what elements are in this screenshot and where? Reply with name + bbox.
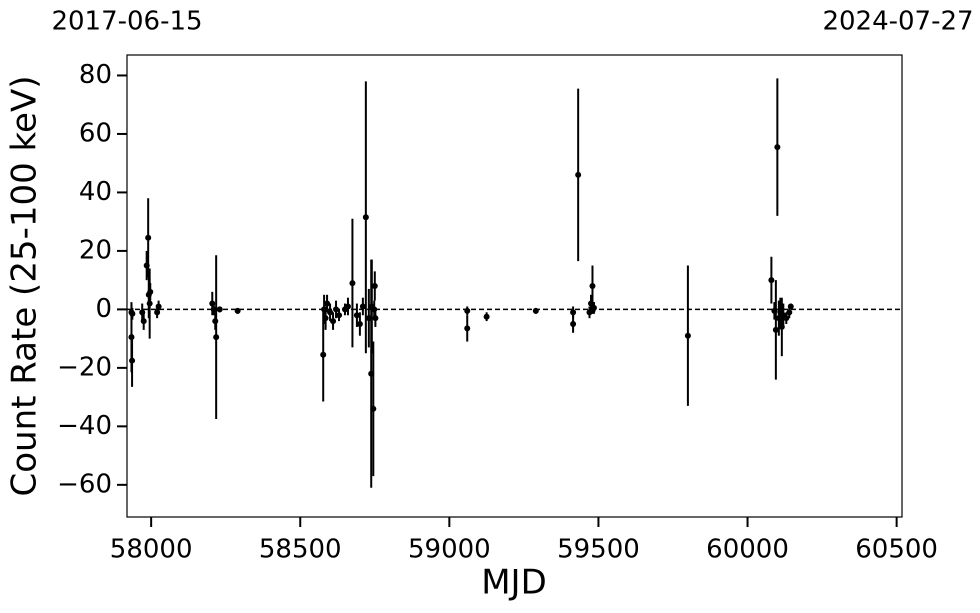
data-point: [155, 303, 162, 310]
y-tick-label: 40: [79, 177, 112, 207]
y-tick-label: 60: [79, 118, 112, 148]
y-tick-label: −20: [57, 352, 112, 382]
data-point: [786, 309, 793, 316]
data-point: [371, 283, 378, 289]
data-point: [349, 280, 356, 287]
data-point: [771, 307, 778, 314]
data-point: [589, 283, 596, 289]
data-point: [359, 303, 366, 310]
x-tick-label: 59000: [408, 535, 491, 565]
data-point: [783, 315, 790, 322]
x-tick-label: 58000: [110, 535, 193, 565]
x-tick-label: 60000: [706, 535, 789, 565]
data-point: [570, 309, 577, 316]
data-point: [464, 325, 471, 332]
data-point: [139, 309, 146, 316]
data-point: [372, 315, 379, 322]
data-point: [684, 332, 691, 339]
data-point: [333, 306, 340, 313]
top-date-label: 2024-07-27: [822, 7, 973, 37]
data-point: [570, 321, 577, 328]
data-point: [336, 312, 343, 319]
data-point: [322, 315, 329, 322]
data-point: [344, 303, 351, 310]
data-point: [787, 303, 794, 310]
y-tick-label: −60: [57, 469, 112, 499]
y-tick-label: 80: [79, 60, 112, 90]
plot-frame: [126, 54, 903, 518]
y-tick-label: −40: [57, 411, 112, 441]
data-point: [128, 334, 135, 341]
data-point: [330, 318, 337, 325]
data-point: [154, 309, 161, 316]
data-point: [147, 288, 154, 295]
data-point: [234, 307, 241, 314]
data-point: [370, 405, 377, 412]
data-point: [209, 300, 216, 307]
data-point: [362, 214, 369, 221]
data-point: [143, 262, 150, 269]
data-point: [768, 277, 775, 284]
data-point: [772, 326, 779, 333]
data-point: [532, 307, 539, 314]
data-point: [146, 300, 153, 307]
data-point: [129, 357, 136, 364]
data-point: [216, 306, 223, 313]
data-point: [368, 370, 375, 377]
data-point: [587, 300, 594, 307]
x-tick-label: 58500: [259, 535, 342, 565]
data-point: [212, 318, 219, 325]
data-point: [321, 306, 328, 313]
data-point: [575, 171, 582, 178]
data-point: [213, 334, 220, 341]
data-point: [368, 303, 375, 310]
x-tick-label: 59500: [557, 535, 640, 565]
data-point: [356, 321, 363, 328]
data-point: [327, 309, 334, 316]
y-tick-label: 20: [79, 235, 112, 265]
y-tick-label: 0: [95, 294, 112, 324]
data-point: [320, 351, 327, 358]
data-point: [353, 312, 360, 319]
data-point: [210, 306, 217, 313]
x-axis-label: MJD: [481, 563, 547, 603]
data-point: [129, 310, 136, 317]
top-date-label: 2017-06-15: [51, 7, 202, 37]
data-point: [140, 318, 147, 325]
data-point: [483, 313, 490, 320]
data-point: [774, 144, 781, 151]
data-point: [464, 307, 471, 314]
data-point: [324, 300, 331, 307]
x-tick-label: 60500: [855, 535, 938, 565]
data-point: [778, 323, 785, 330]
data-point: [145, 234, 152, 241]
data-point: [365, 315, 372, 322]
data-point: [589, 307, 596, 314]
y-axis-label: Count Rate (25-100 keV): [5, 76, 45, 497]
data-point: [775, 315, 782, 322]
